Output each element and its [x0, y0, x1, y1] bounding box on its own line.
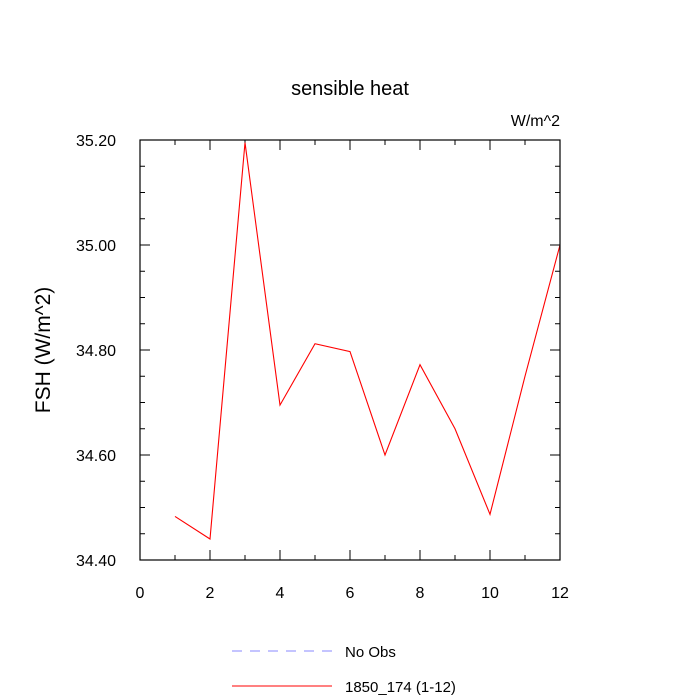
legend: No Obs 1850_174 (1-12) [232, 644, 456, 696]
y-tick-label: 34.60 [76, 448, 116, 465]
units-label: W/m^2 [511, 113, 560, 130]
y-tick-label: 34.80 [76, 343, 116, 360]
y-tick-label: 34.40 [76, 553, 116, 570]
series-lines [174, 142, 561, 540]
x-tick-label: 4 [276, 585, 285, 602]
y-axis-label: FSH (W/m^2) [32, 287, 55, 414]
chart-title: sensible heat [291, 78, 409, 100]
axis-ticks [139, 139, 561, 561]
x-tick-label: 6 [346, 585, 355, 602]
x-tick-label: 8 [416, 585, 425, 602]
x-tick-label: 12 [551, 585, 569, 602]
y-tick-labels: 34.40 34.60 34.80 35.00 35.20 [76, 133, 116, 570]
x-tick-label: 2 [206, 585, 215, 602]
plot-frame [139, 139, 561, 561]
legend-label: 1850_174 (1-12) [345, 679, 456, 696]
legend-label: No Obs [345, 644, 396, 661]
x-tick-labels: 0 2 4 6 8 10 12 [136, 585, 569, 602]
series-line [174, 142, 561, 540]
x-tick-label: 0 [136, 585, 145, 602]
y-tick-label: 35.20 [76, 133, 116, 150]
x-tick-label: 10 [481, 585, 499, 602]
y-tick-label: 35.00 [76, 238, 116, 255]
